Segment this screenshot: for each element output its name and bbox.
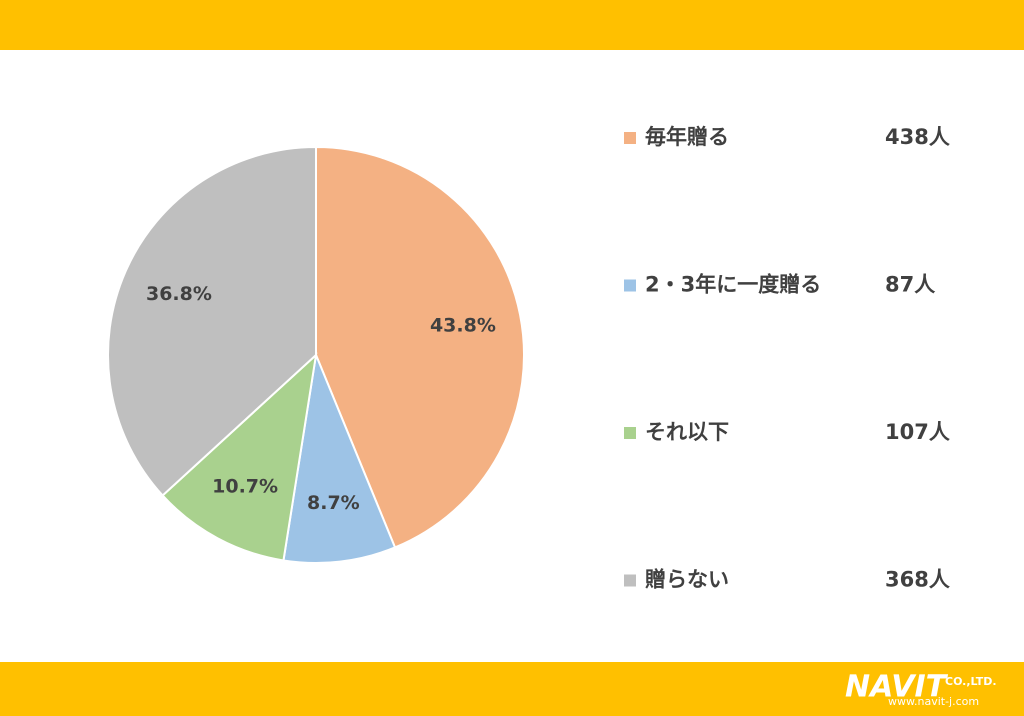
legend-swatch <box>624 427 636 439</box>
legend-label: 2・3年に一度贈る <box>645 273 821 297</box>
bottom-bar <box>0 662 1024 716</box>
legend-count: 107人 <box>885 420 950 444</box>
legend-label: 毎年贈る <box>645 125 729 149</box>
data-label: 8.7% <box>307 492 360 514</box>
top-bar <box>0 0 1024 50</box>
pie-slice <box>107 145 317 497</box>
legend-count: 368人 <box>885 568 950 592</box>
legend-count: 438人 <box>885 125 950 149</box>
legend-swatch <box>624 279 636 292</box>
legend-swatch <box>624 574 636 587</box>
logo: NAVIT <box>845 670 949 705</box>
company: CO.,LTD. <box>945 675 997 688</box>
data-label: 10.7% <box>212 475 278 497</box>
data-label: 36.8% <box>146 283 212 305</box>
legend-label: 贈らない <box>645 568 729 592</box>
legend-count: 87人 <box>885 273 935 297</box>
pie-slice <box>161 352 318 562</box>
pie-slice <box>282 351 397 564</box>
legend-label: それ以下 <box>645 420 729 444</box>
pie: 43.8% 8.7% 10.7% 36.8% <box>107 145 525 564</box>
legend-swatch <box>624 132 636 144</box>
data-label: 43.8% <box>430 315 496 337</box>
pie-slice <box>315 145 525 549</box>
url: www.navit-j.com <box>888 695 979 708</box>
